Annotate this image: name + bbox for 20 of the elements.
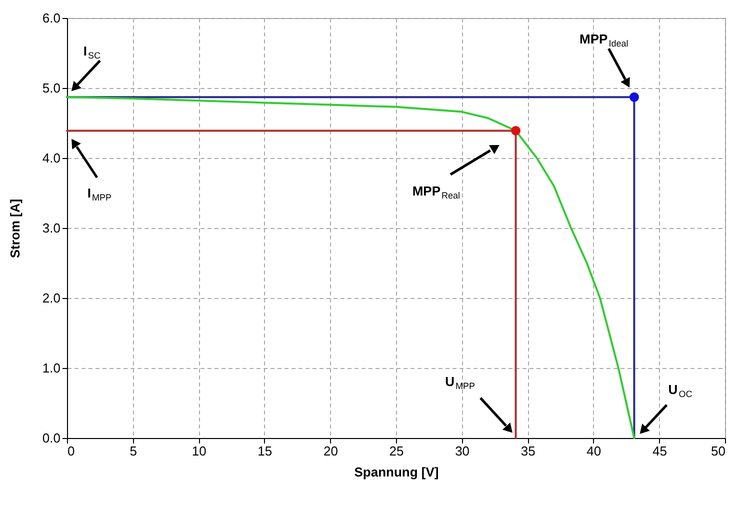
- x-tick-label: 50: [711, 444, 726, 458]
- x-tick-label: 0: [68, 444, 75, 458]
- y-tick-label: 5.0: [42, 80, 60, 96]
- y-tick-label: 3.0: [42, 220, 60, 236]
- x-tick-label: 20: [323, 444, 338, 458]
- y-axis-title: Strom [A]: [7, 198, 22, 258]
- x-tick-label: 45: [652, 444, 667, 458]
- x-tick-label: 30: [455, 444, 470, 458]
- y-tick-label: 4.0: [42, 150, 60, 166]
- x-tick-label: 15: [258, 444, 272, 458]
- x-axis-title: Spannung [V]: [354, 464, 439, 480]
- x-tick-label: 5: [130, 444, 137, 458]
- y-tick-label: 2.0: [42, 290, 60, 306]
- y-tick-label: 0.0: [42, 430, 60, 446]
- x-tick-label: 35: [520, 444, 536, 458]
- x-tick-label: 10: [192, 444, 206, 458]
- y-tick-label: 1.0: [42, 360, 60, 376]
- x-tick-label: 25: [389, 444, 404, 458]
- y-tick-label: 6.0: [42, 10, 60, 26]
- x-tick-label: 40: [586, 444, 602, 458]
